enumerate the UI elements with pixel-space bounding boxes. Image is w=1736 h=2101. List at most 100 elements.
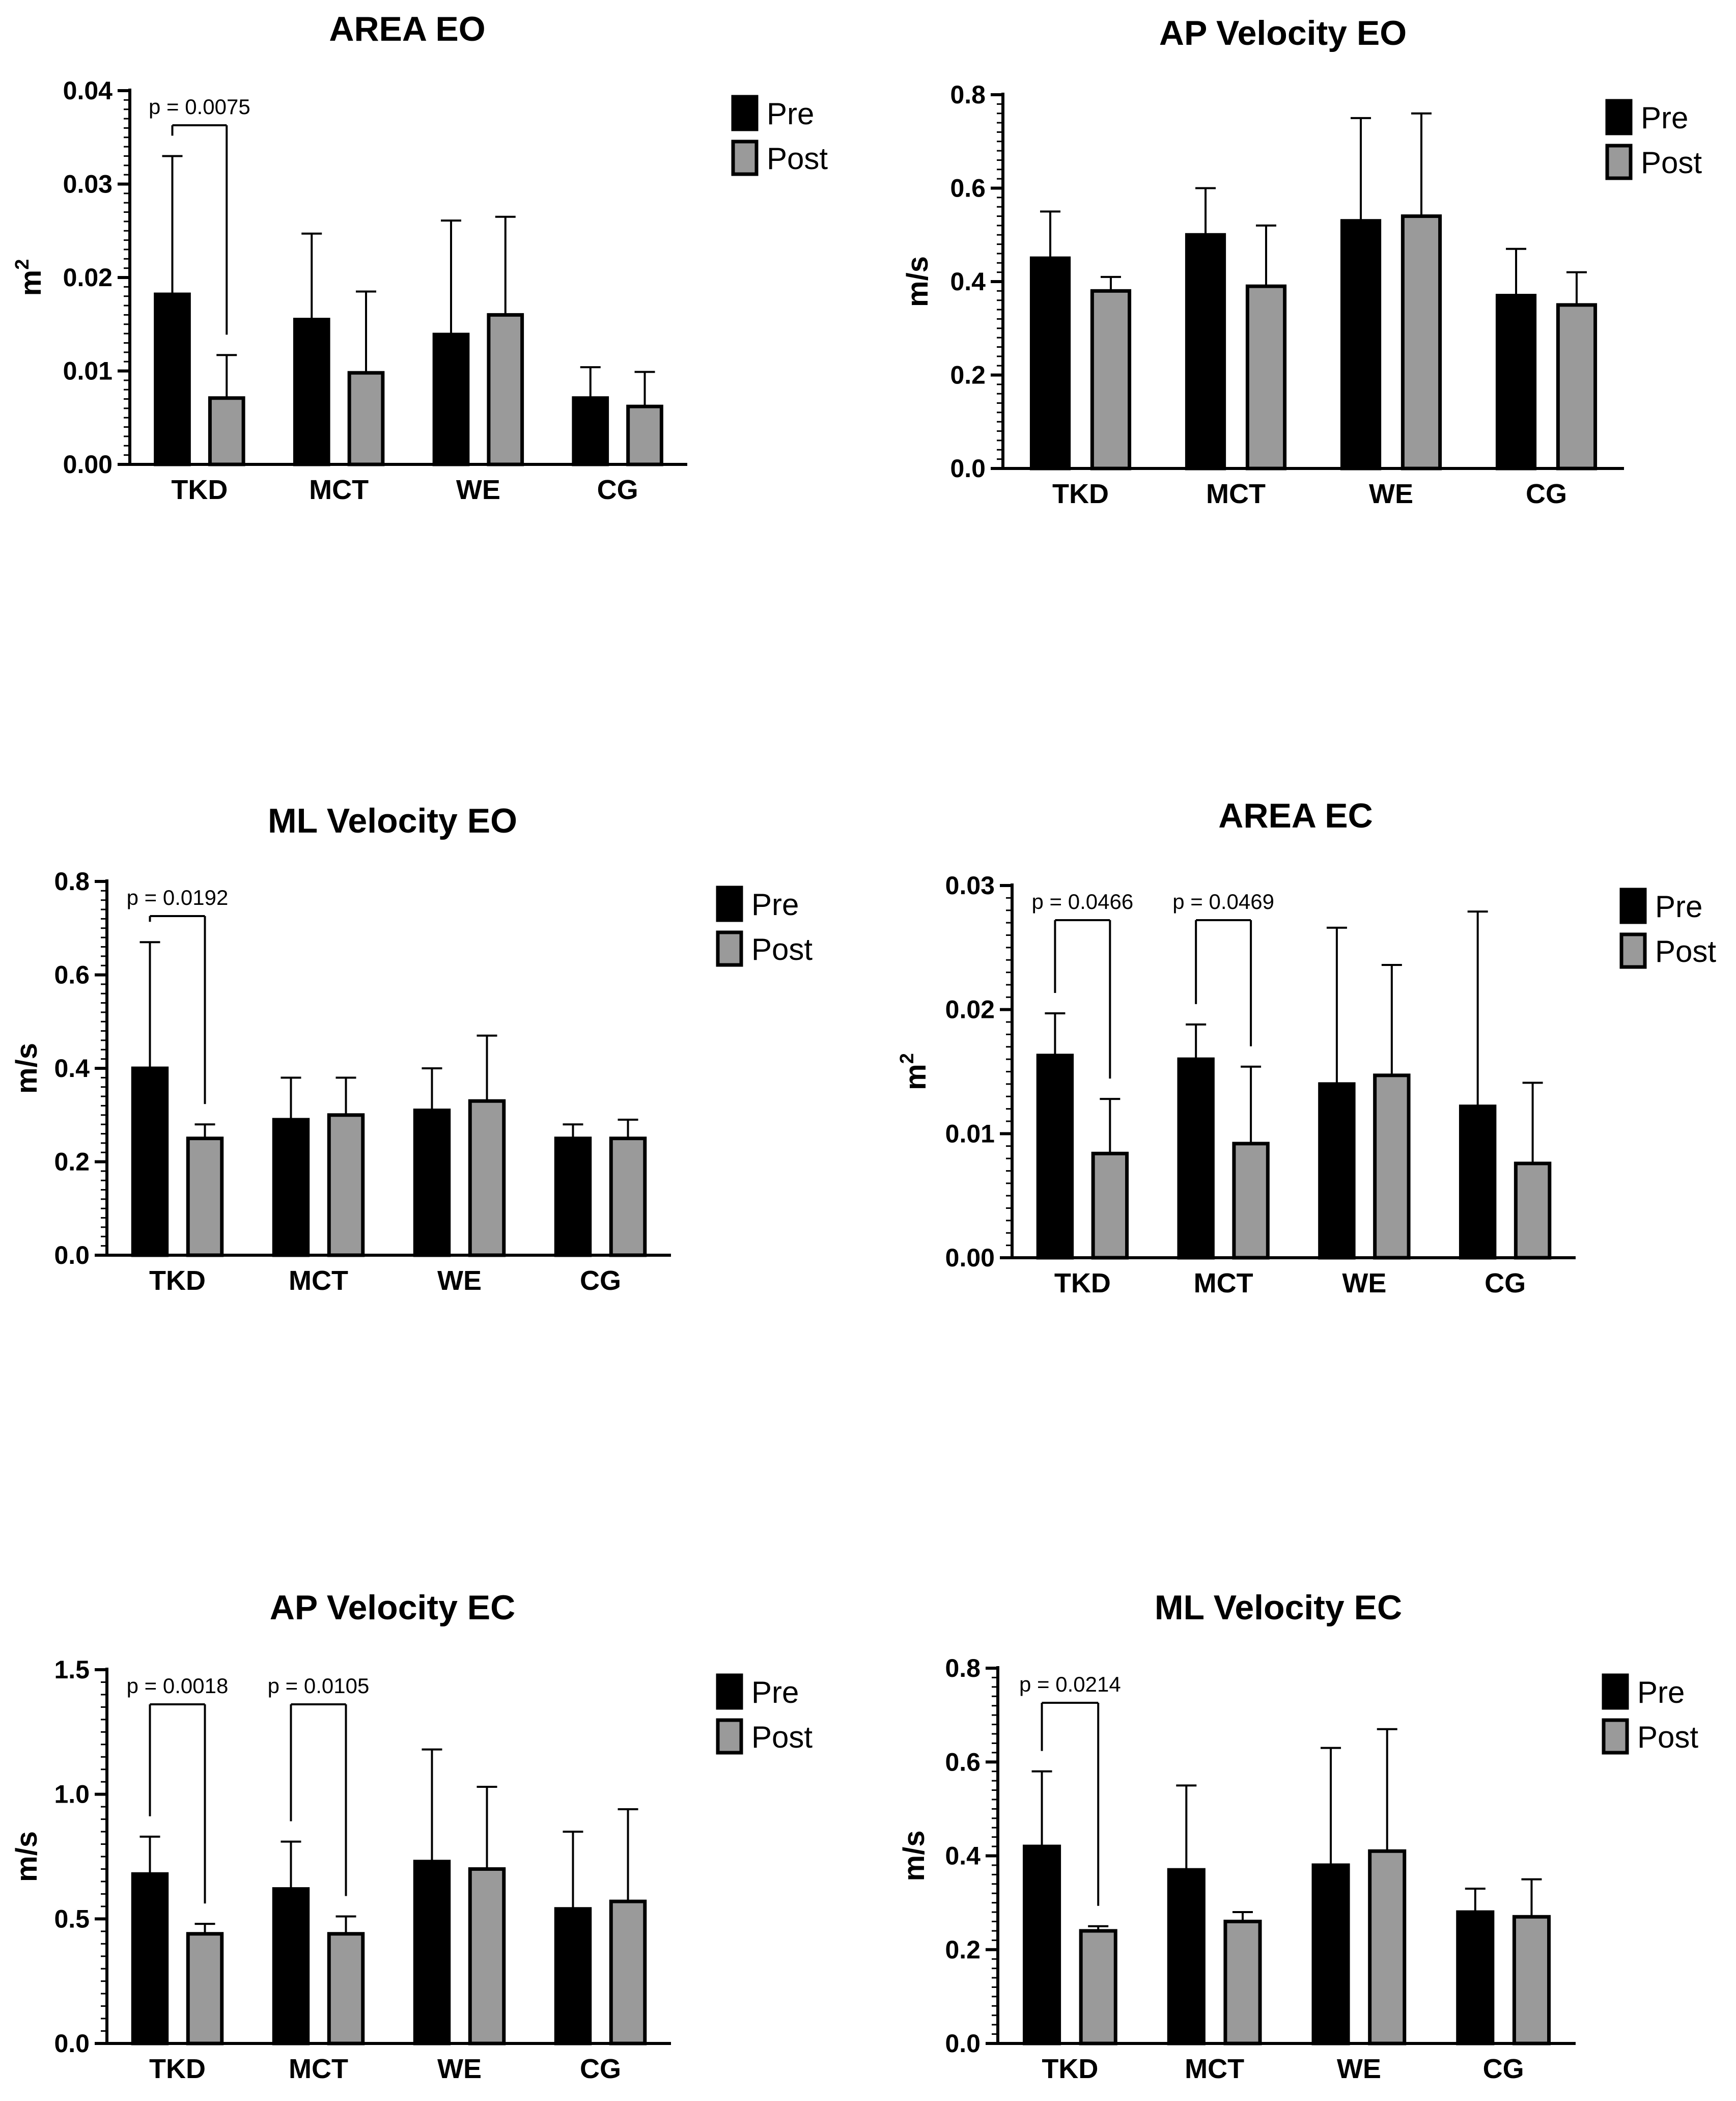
pre-bar-we <box>1340 219 1382 471</box>
post-bar-tkd <box>1090 289 1132 471</box>
pre-bar-mct <box>1185 233 1226 471</box>
x-tick-label: MCT <box>1206 479 1266 509</box>
legend-swatch-pre <box>1619 888 1647 924</box>
x-tick-label: WE <box>437 2054 482 2084</box>
y-axis-label: m/s <box>898 1831 931 1882</box>
pre-bar-mct <box>293 318 330 466</box>
y-tick-label: 0.03 <box>945 871 995 900</box>
p-value-annotation: p = 0.0018 <box>127 1674 229 1698</box>
y-tick-label: 0.02 <box>945 996 995 1024</box>
post-bar-mct <box>1232 1142 1270 1260</box>
pre-bar-we <box>1318 1082 1356 1260</box>
p-value-annotation: p = 0.0214 <box>1019 1672 1121 1696</box>
x-tick-label: WE <box>1342 1268 1386 1298</box>
post-bar-mct <box>1245 284 1287 471</box>
y-tick-label: 0.2 <box>950 361 986 390</box>
y-axis-label: m/s <box>10 1043 43 1094</box>
x-tick-label: CG <box>1483 2054 1524 2084</box>
legend-label-post: Post <box>1655 934 1716 969</box>
y-tick-label: 0.8 <box>54 867 90 896</box>
y-tick-label: 0.01 <box>63 357 113 385</box>
y-axis-label: m/s <box>10 1831 43 1882</box>
y-tick-label: 0.8 <box>945 1654 981 1682</box>
legend-swatch-post <box>1605 144 1633 180</box>
y-tick-label: 0.6 <box>54 961 90 989</box>
pre-bar-tkd <box>131 1872 169 2045</box>
post-bar-cg <box>609 1137 647 1257</box>
chart-title: ML Velocity EC <box>1155 1588 1402 1627</box>
legend-label-pre: Pre <box>751 888 799 922</box>
post-bar-we <box>1401 214 1442 471</box>
x-tick-label: WE <box>1369 479 1413 509</box>
y-tick-label: 0.04 <box>63 76 113 105</box>
pre-bar-tkd <box>1022 1844 1061 2045</box>
pre-bar-cg <box>572 396 609 466</box>
legend-swatch-pre <box>731 95 759 131</box>
y-tick-label: 0.02 <box>63 263 113 292</box>
post-bar-we <box>1368 1849 1407 2045</box>
pre-bar-tkd <box>131 1066 169 1257</box>
pre-bar-cg <box>1459 1104 1497 1260</box>
y-axis-label: m/s <box>901 256 934 307</box>
post-bar-we <box>1373 1073 1411 1260</box>
p-value-annotation: p = 0.0466 <box>1032 890 1134 914</box>
legend-swatch-pre <box>1602 1673 1629 1710</box>
x-tick-label: CG <box>580 1265 621 1296</box>
y-tick-label: 0.01 <box>945 1119 995 1148</box>
y-tick-label: 0.2 <box>945 1936 981 1964</box>
pre-bar-mct <box>1167 1868 1206 2045</box>
chart-panel-2: AP Velocity EO 0.0 0.2 0.4 0.6 0.8 m/s TKD MCT WE… <box>901 14 1702 509</box>
chart-title: ML Velocity EO <box>268 801 517 840</box>
y-axis-label-superscript: 2 <box>897 1053 918 1064</box>
pre-bar-cg <box>1456 1910 1495 2045</box>
post-bar-tkd <box>1091 1151 1129 1260</box>
chart-panel-6: ML Velocity EC 0.0 0.2 0.4 0.6 0.8 m/s TKD MCT WE… <box>898 1588 1698 2084</box>
chart-title: AREA EC <box>1218 796 1373 835</box>
y-tick-label: 0.0 <box>950 454 986 483</box>
post-bar-we <box>468 1099 506 1257</box>
p-value-annotation: p = 0.0469 <box>1172 890 1274 914</box>
x-tick-label: TKD <box>149 1265 206 1296</box>
y-tick-label: 0.4 <box>54 1054 90 1083</box>
legend-label-post: Post <box>1641 146 1702 180</box>
pre-bar-we <box>432 333 470 466</box>
post-bar-cg <box>626 404 663 466</box>
y-tick-label: 0.8 <box>950 80 986 109</box>
pre-bar-cg <box>554 1907 592 2045</box>
chart-panel-5: AP Velocity EC 0.0 0.5 1.0 1.5 m/s TKD MCT WE CG p… <box>10 1588 813 2084</box>
pre-bar-mct <box>1177 1057 1215 1260</box>
post-bar-tkd <box>186 1137 224 1257</box>
legend-swatch-post <box>716 930 743 967</box>
legend-swatch-pre <box>716 1673 743 1710</box>
y-tick-label: 0.0 <box>945 2029 981 2058</box>
x-tick-label: WE <box>1337 2054 1381 2084</box>
y-tick-label: 0.5 <box>54 1904 90 1933</box>
legend-label-pre: Pre <box>1655 890 1702 924</box>
x-tick-label: TKD <box>1054 1268 1111 1298</box>
chart-title: AP Velocity EC <box>270 1588 516 1627</box>
pre-bar-cg <box>1495 294 1537 471</box>
post-bar-mct <box>327 1932 365 2045</box>
pre-bar-cg <box>554 1137 592 1257</box>
p-value-annotation: p = 0.0192 <box>127 886 229 909</box>
chart-title: AP Velocity EO <box>1159 14 1407 52</box>
x-tick-label: MCT <box>289 2054 348 2084</box>
legend-label-post: Post <box>1637 1720 1698 1754</box>
x-tick-label: TKD <box>1052 479 1109 509</box>
post-bar-mct <box>1223 1919 1262 2045</box>
y-tick-label: 1.0 <box>54 1780 90 1809</box>
legend-swatch-post <box>1602 1718 1629 1755</box>
y-tick-label: 0.0 <box>54 2029 90 2058</box>
pre-bar-we <box>1311 1863 1350 2045</box>
x-tick-label: MCT <box>289 1265 348 1296</box>
legend-swatch-pre <box>1605 99 1633 135</box>
pre-bar-tkd <box>1036 1054 1074 1260</box>
x-tick-label: CG <box>1485 1268 1526 1298</box>
post-bar-cg <box>1556 303 1598 471</box>
post-bar-cg <box>609 1899 647 2045</box>
pre-bar-mct <box>272 1887 310 2045</box>
legend-label-pre: Pre <box>1641 101 1688 135</box>
post-bar-cg <box>1512 1915 1551 2045</box>
